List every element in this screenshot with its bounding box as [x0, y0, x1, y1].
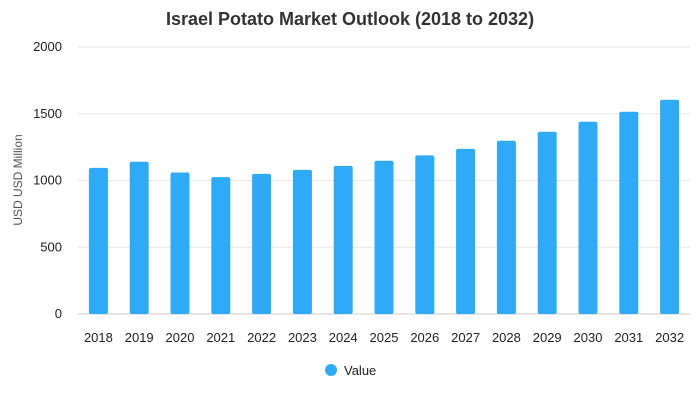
bar-2023[interactable]	[292, 169, 312, 314]
y-tick-label: 2000	[33, 39, 62, 54]
x-tick-label: 2021	[206, 330, 235, 345]
bar-2028[interactable]	[496, 140, 516, 314]
legend-label[interactable]: Value	[344, 363, 376, 378]
x-tick-label: 2030	[574, 330, 603, 345]
x-tick-label: 2024	[329, 330, 358, 345]
x-tick-label: 2025	[370, 330, 399, 345]
bar-2021[interactable]	[211, 177, 231, 314]
bar-2027[interactable]	[456, 148, 476, 314]
legend-marker[interactable]	[325, 364, 337, 376]
x-tick-label: 2031	[614, 330, 643, 345]
bar-2030[interactable]	[578, 121, 598, 314]
x-tick-label: 2028	[492, 330, 521, 345]
x-tick-label: 2023	[288, 330, 317, 345]
chart-title: Israel Potato Market Outlook (2018 to 20…	[166, 9, 534, 29]
x-tick-label: 2029	[533, 330, 562, 345]
bar-2019[interactable]	[129, 161, 149, 314]
x-tick-label: 2032	[655, 330, 684, 345]
y-tick-label: 1500	[33, 106, 62, 121]
x-tick-label: 2020	[166, 330, 195, 345]
bar-2020[interactable]	[170, 172, 190, 314]
bar-2018[interactable]	[88, 167, 108, 314]
x-tick-label: 2026	[410, 330, 439, 345]
x-tick-label: 2022	[247, 330, 276, 345]
x-tick-label: 2018	[84, 330, 113, 345]
bar-2024[interactable]	[333, 165, 353, 314]
x-axis-ticks: 2018 2019 2020 2021 2022 2023 2024 2025 2026 2027…	[84, 330, 684, 345]
bar-2032[interactable]	[660, 99, 680, 314]
bar-2022[interactable]	[252, 173, 272, 314]
y-tick-label: 500	[40, 239, 62, 254]
y-axis-label: USD USD Million	[11, 134, 25, 225]
bar-2031[interactable]	[619, 111, 639, 314]
x-tick-label: 2019	[125, 330, 154, 345]
y-axis-ticks: 0 500 1000 1500 2000	[33, 39, 62, 321]
bar-2029[interactable]	[537, 131, 557, 314]
bar-2026[interactable]	[415, 155, 435, 314]
x-tick-label: 2027	[451, 330, 480, 345]
y-tick-label: 1000	[33, 173, 62, 188]
legend[interactable]: Value	[325, 363, 376, 378]
bars	[88, 99, 680, 314]
bar-2025[interactable]	[374, 160, 394, 314]
y-tick-label: 0	[55, 306, 62, 321]
